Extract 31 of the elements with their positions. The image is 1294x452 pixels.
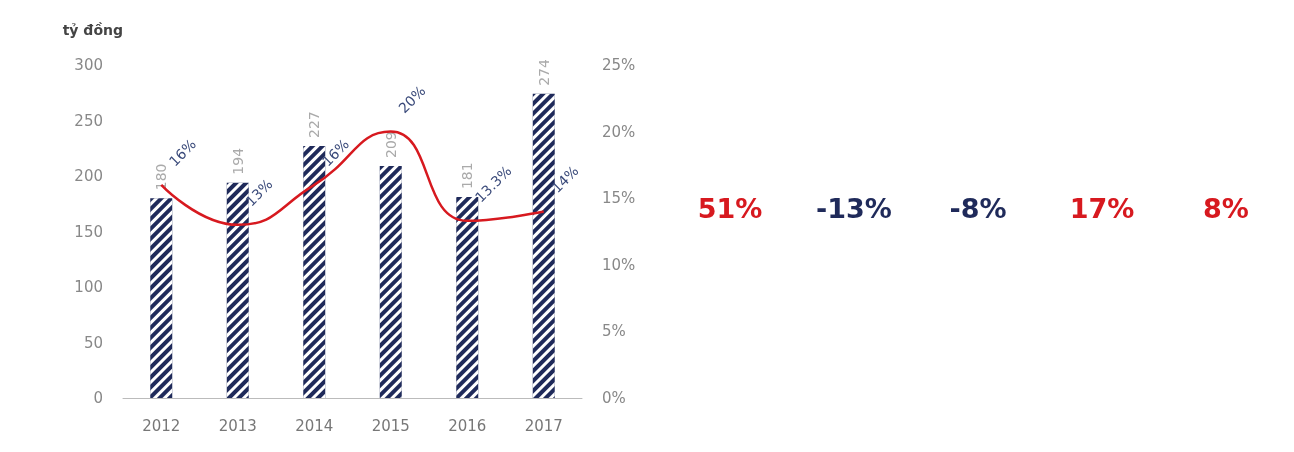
y2-tick-label: 10% xyxy=(602,255,636,274)
text: 51% xyxy=(697,192,763,224)
y-tick-label: 100 xyxy=(74,278,103,296)
x-tick-label: 2017 xyxy=(524,416,563,435)
data-label: 180 xyxy=(153,163,170,191)
y2-tick-label: 0% xyxy=(602,389,626,407)
y-tick-label: 150 xyxy=(74,222,103,241)
text: -13% xyxy=(816,192,892,224)
data-label: 194 xyxy=(229,147,246,175)
data-label: 227 xyxy=(306,111,323,139)
y2-tick-label: 20% xyxy=(602,122,636,141)
y-tick-label: 200 xyxy=(74,167,103,185)
y-tick-label: 50 xyxy=(83,333,103,352)
data-label: 274 xyxy=(535,59,552,86)
y-tick-label: 300 xyxy=(74,56,103,74)
text: 8% xyxy=(1203,192,1249,224)
x-tick-label: 2015 xyxy=(371,416,410,435)
x-tick-label: 2013 xyxy=(218,416,257,435)
y2-tick-label: 15% xyxy=(602,189,636,208)
y2-tick-label: 5% xyxy=(602,322,626,341)
x-tick-label: 2014 xyxy=(295,416,334,435)
x-tick-label: 2016 xyxy=(448,416,487,435)
y-tick-label: 250 xyxy=(74,111,103,130)
text: -8% xyxy=(949,192,1007,224)
y-axis-title: tỷ đồng xyxy=(62,22,123,38)
data-label: 209 xyxy=(382,131,399,159)
text: 17% xyxy=(1069,192,1135,224)
y2-tick-label: 25% xyxy=(602,56,636,74)
y-tick-label: 0 xyxy=(93,389,103,407)
data-label: 181 xyxy=(459,162,476,190)
x-tick-label: 2012 xyxy=(142,416,181,435)
